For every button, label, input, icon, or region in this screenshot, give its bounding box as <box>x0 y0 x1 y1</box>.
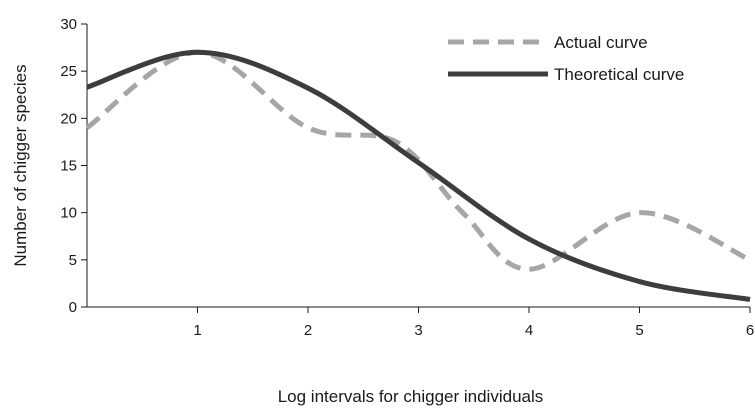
legend: Actual curve Theoretical curve <box>448 33 684 84</box>
y-tick-label: 15 <box>60 158 77 175</box>
x-tick-label: 4 <box>525 322 533 339</box>
x-tick-label: 1 <box>193 322 201 339</box>
x-tick-label: 3 <box>414 322 422 339</box>
series-layer <box>85 49 752 302</box>
y-tick-label: 0 <box>69 299 77 316</box>
x-axis-title: Log intervals for chigger individuals <box>278 387 544 406</box>
y-tick-label: 10 <box>60 205 77 222</box>
y-tick-label: 20 <box>60 110 77 127</box>
legend-label-theoretical-curve: Theoretical curve <box>554 65 684 84</box>
y-tick-label: 30 <box>60 16 77 33</box>
ticks: 0 5 10 15 20 25 30 1 2 3 4 5 6 <box>60 16 754 339</box>
y-tick-label: 25 <box>60 63 77 80</box>
y-tick-label: 5 <box>69 252 77 269</box>
x-tick-label: 5 <box>635 322 643 339</box>
y-axis-title: Number of chigger species <box>11 64 30 266</box>
legend-label-actual-curve: Actual curve <box>554 33 648 52</box>
x-tick-label: 6 <box>746 322 754 339</box>
x-tick-label: 2 <box>304 322 312 339</box>
series-line-theoretical-curve <box>86 49 751 302</box>
